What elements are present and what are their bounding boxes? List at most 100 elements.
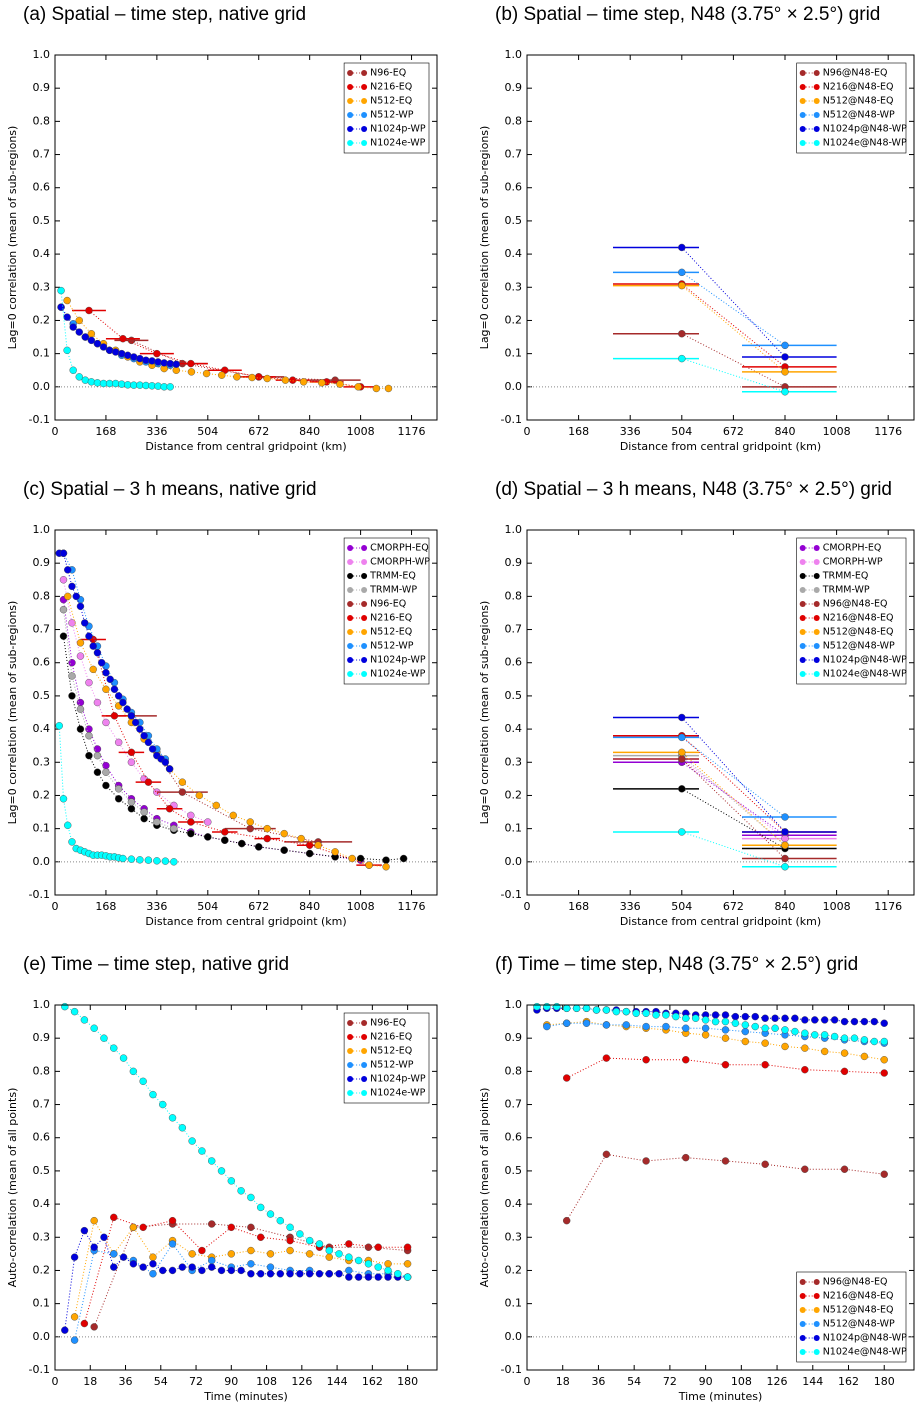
series-line bbox=[681, 758, 786, 839]
data-point bbox=[325, 1270, 333, 1278]
y-tick-label: 0.1 bbox=[505, 1297, 523, 1310]
legend-label: N96@N48-EQ bbox=[823, 68, 888, 79]
data-point bbox=[374, 1263, 382, 1271]
x-tick-label: 162 bbox=[838, 1375, 859, 1388]
data-point bbox=[830, 1032, 839, 1041]
data-point bbox=[721, 1061, 730, 1069]
series-line bbox=[60, 306, 171, 366]
panel-title: (a) Spatial – time step, native grid bbox=[23, 4, 306, 25]
data-point bbox=[286, 1246, 294, 1255]
legend-marker bbox=[361, 587, 368, 593]
data-point bbox=[80, 1016, 89, 1024]
plot-frame bbox=[54, 54, 438, 421]
data-point bbox=[781, 388, 789, 396]
x-tick-label: 18 bbox=[83, 1375, 97, 1388]
data-point bbox=[860, 1017, 869, 1026]
y-tick-label: 0.7 bbox=[33, 1098, 51, 1111]
series-line bbox=[62, 599, 361, 861]
data-point bbox=[188, 1250, 196, 1258]
y-tick-label: 0.1 bbox=[33, 1297, 51, 1310]
data-point bbox=[840, 1034, 849, 1042]
legend-label: N1024e-WP bbox=[370, 1088, 426, 1099]
data-point bbox=[63, 313, 71, 321]
legend-label: N96-EQ bbox=[370, 1018, 406, 1029]
y-tick-label: -0.1 bbox=[29, 413, 50, 426]
data-point bbox=[384, 1273, 392, 1281]
data-point bbox=[781, 828, 789, 836]
data-point bbox=[139, 1223, 147, 1232]
data-point bbox=[61, 1002, 69, 1011]
data-point bbox=[64, 566, 72, 574]
legend-box bbox=[343, 1012, 430, 1104]
data-point bbox=[602, 1006, 611, 1014]
legend-marker bbox=[813, 545, 820, 551]
data-point bbox=[90, 1243, 98, 1251]
data-point bbox=[212, 801, 220, 810]
series-line bbox=[566, 1153, 885, 1221]
legend-marker bbox=[813, 615, 820, 621]
data-point bbox=[68, 659, 76, 667]
data-point bbox=[59, 549, 68, 557]
legend-label: N512@N48-EQ bbox=[823, 627, 894, 638]
data-point bbox=[170, 858, 178, 866]
data-point bbox=[93, 698, 102, 707]
data-point bbox=[701, 1031, 710, 1039]
data-point bbox=[602, 1150, 611, 1159]
data-point bbox=[276, 1270, 284, 1278]
data-point bbox=[188, 1263, 196, 1271]
data-point bbox=[721, 1017, 730, 1026]
y-tick-label: 0.9 bbox=[33, 1031, 51, 1044]
x-tick-label: 672 bbox=[723, 425, 744, 438]
y-tick-label: 0.6 bbox=[33, 181, 51, 194]
data-point bbox=[781, 341, 789, 350]
data-point bbox=[345, 1240, 353, 1248]
data-point bbox=[76, 639, 85, 647]
data-point bbox=[139, 1263, 147, 1271]
legend-marker bbox=[361, 98, 368, 104]
x-tick-label: 504 bbox=[197, 900, 218, 913]
series-line bbox=[83, 1216, 408, 1324]
data-point bbox=[187, 818, 195, 826]
x-axis-label: Distance from central gridpoint (km) bbox=[145, 915, 346, 928]
data-point bbox=[198, 1266, 206, 1275]
legend-marker bbox=[361, 126, 368, 132]
data-point bbox=[153, 349, 161, 358]
data-point bbox=[543, 1022, 551, 1031]
legend-box bbox=[796, 62, 907, 154]
data-point bbox=[811, 1031, 819, 1039]
panel-title: (b) Spatial – time step, N48 (3.75° × 2.… bbox=[495, 4, 880, 25]
data-point bbox=[761, 1039, 769, 1047]
data-point bbox=[70, 1313, 79, 1321]
y-tick-label: 0.0 bbox=[33, 1330, 51, 1343]
data-point bbox=[384, 1266, 392, 1275]
legend-marker bbox=[361, 1062, 368, 1068]
legend-marker bbox=[799, 140, 806, 146]
x-tick-label: 336 bbox=[146, 425, 167, 438]
x-axis-label: Distance from central gridpoint (km) bbox=[145, 440, 346, 453]
data-point bbox=[266, 1250, 275, 1258]
legend-marker bbox=[813, 657, 820, 663]
data-point bbox=[820, 1047, 829, 1056]
y-axis-label: Lag=0 correlation (mean of sub-regions) bbox=[478, 601, 491, 825]
x-tick-label: 336 bbox=[146, 900, 167, 913]
data-point bbox=[791, 1027, 799, 1036]
data-point bbox=[161, 758, 170, 766]
data-point bbox=[662, 1011, 670, 1019]
y-tick-label: 0.6 bbox=[33, 1131, 51, 1144]
y-tick-label: 0.9 bbox=[505, 1031, 523, 1044]
legend-marker bbox=[799, 1349, 806, 1355]
y-tick-label: 0.3 bbox=[33, 280, 51, 293]
data-point bbox=[119, 1253, 128, 1261]
data-point bbox=[187, 359, 195, 368]
x-tick-label: 672 bbox=[248, 900, 269, 913]
legend-marker bbox=[799, 671, 806, 677]
data-point bbox=[801, 1029, 809, 1037]
data-point bbox=[348, 854, 356, 863]
x-tick-label: 0 bbox=[524, 1375, 531, 1388]
data-point bbox=[305, 1270, 314, 1278]
series-line bbox=[681, 831, 786, 868]
x-tick-label: 840 bbox=[299, 900, 320, 913]
data-point bbox=[148, 745, 157, 753]
legend-label: CMORPH-WP bbox=[823, 557, 883, 568]
data-point bbox=[76, 602, 85, 611]
